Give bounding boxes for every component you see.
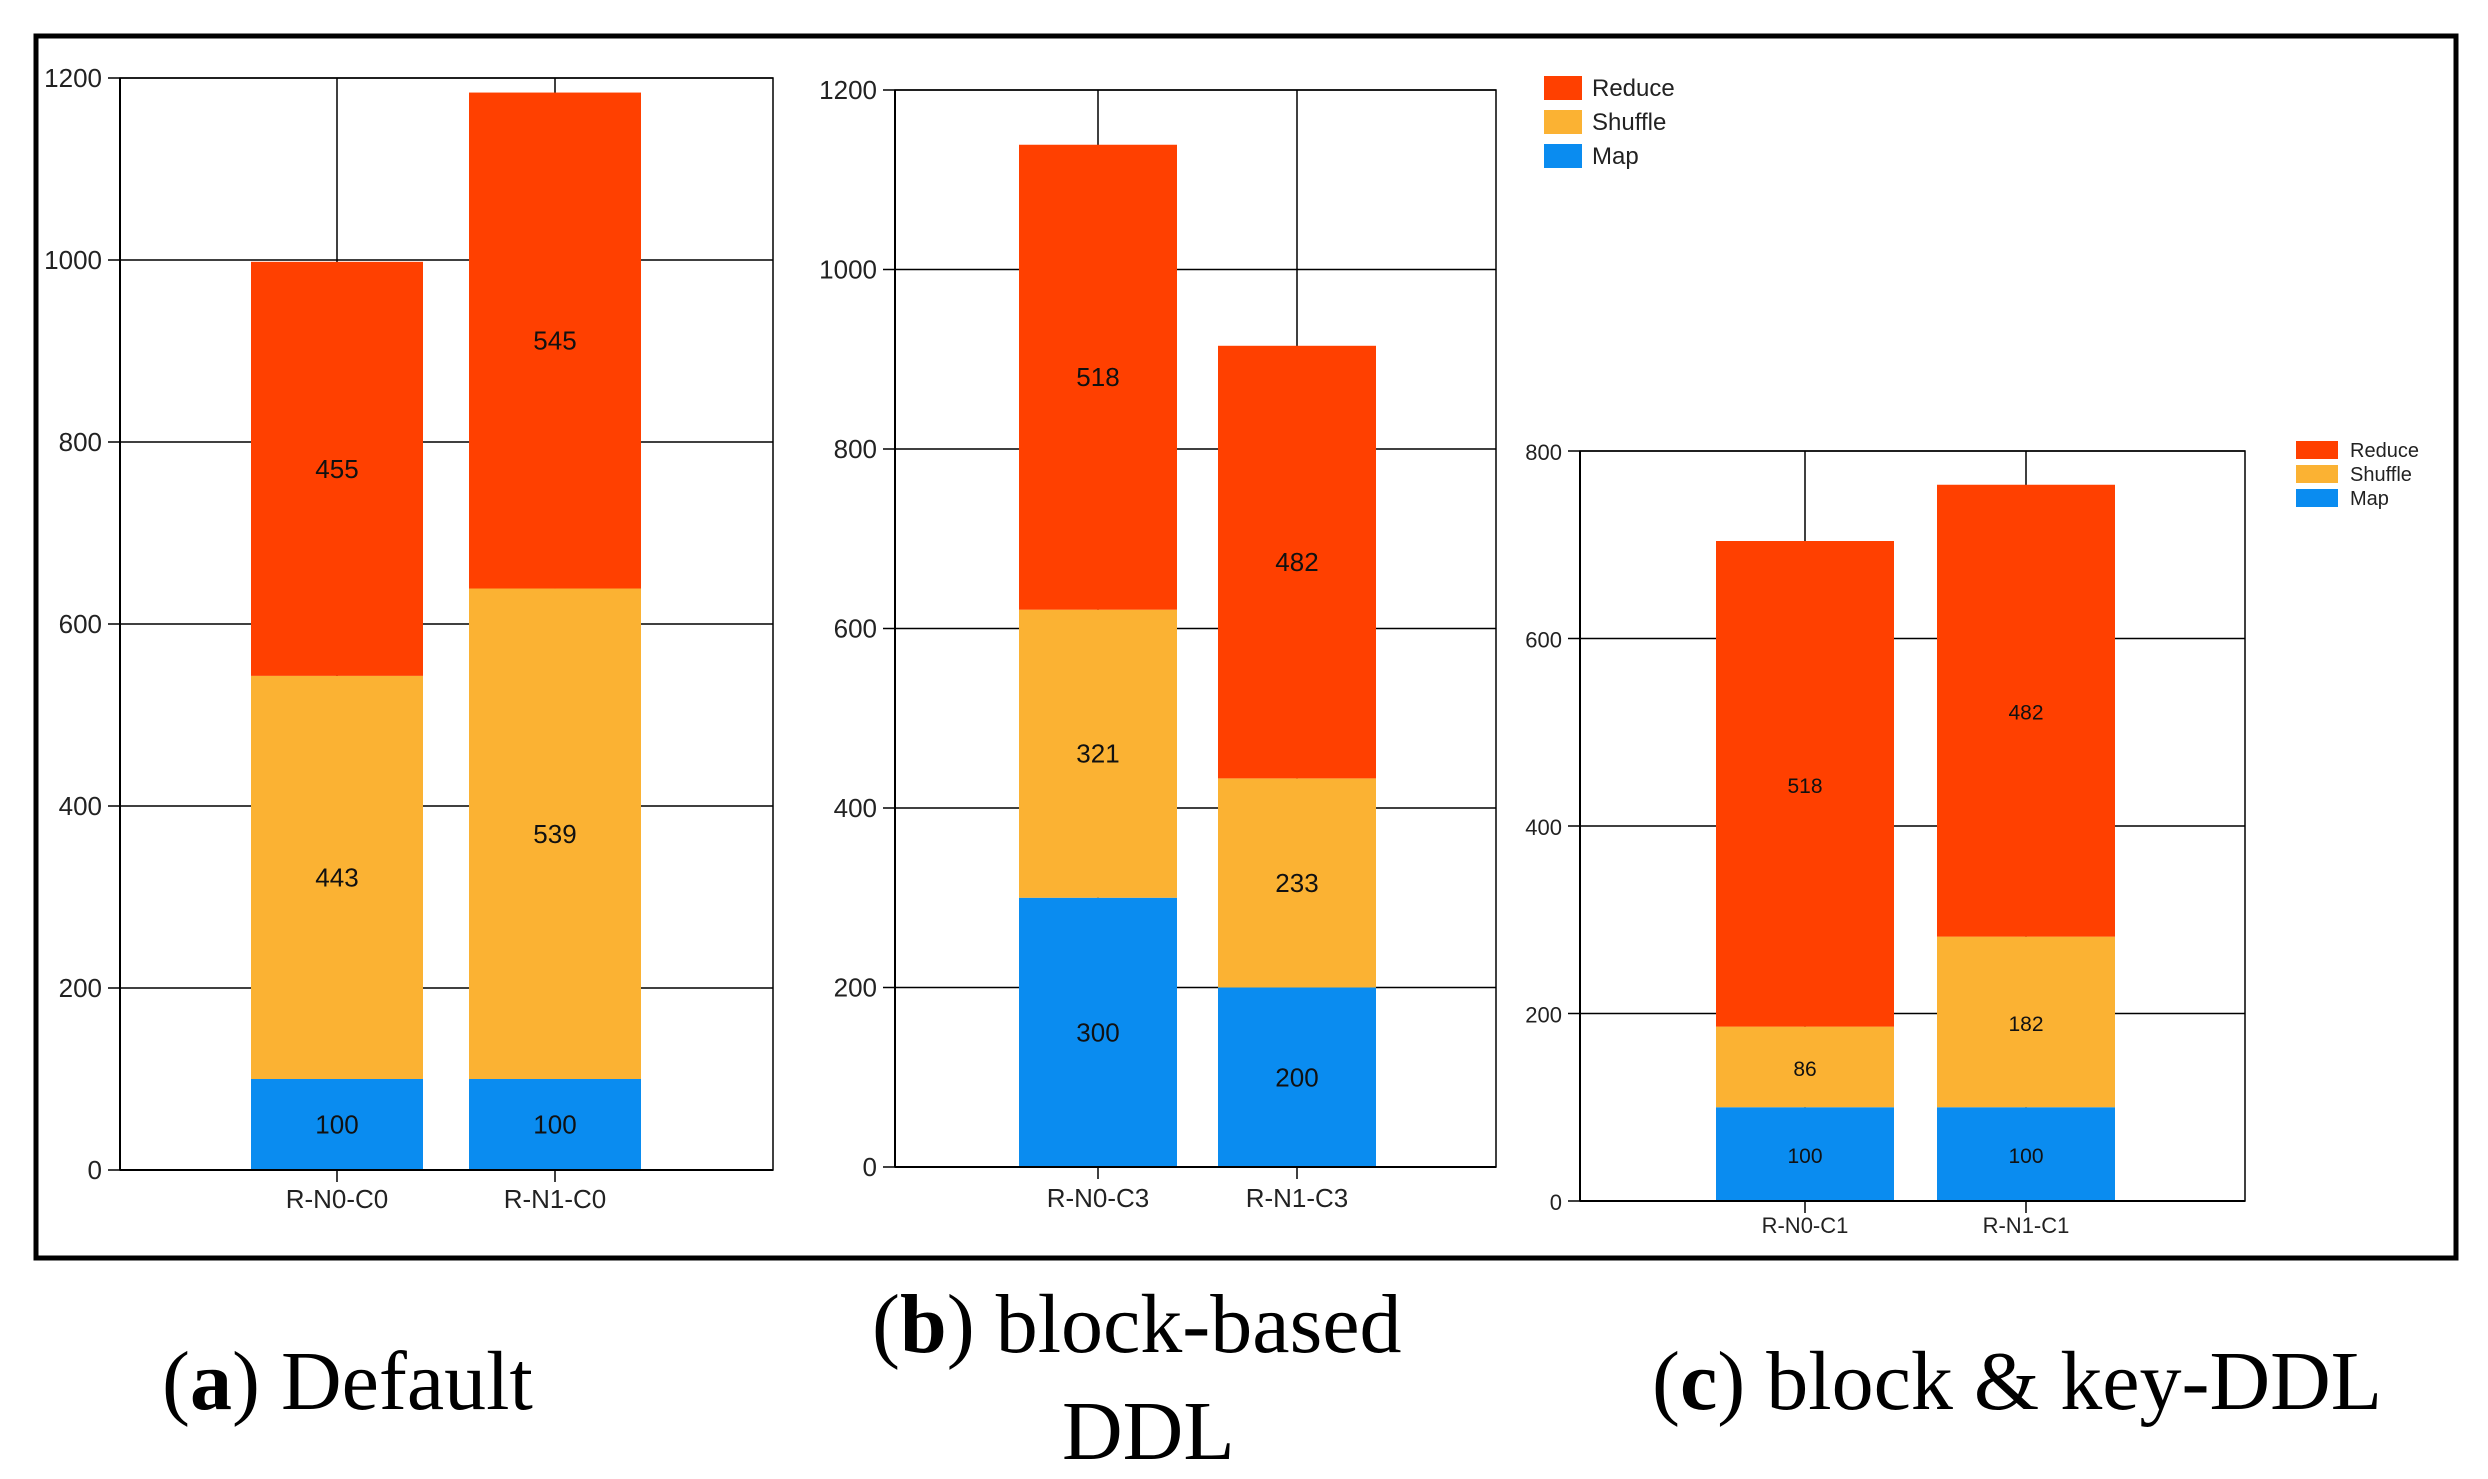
bar-shuffle-r-n0-c0 xyxy=(251,675,423,1079)
bar-map-r-n1-c0 xyxy=(469,1079,641,1170)
data-label: 518 xyxy=(1787,775,1822,798)
data-label: 100 xyxy=(315,1110,358,1140)
data-label: 100 xyxy=(533,1110,576,1140)
y-tick-label: 1200 xyxy=(819,75,877,105)
caption-b-line2: DDL xyxy=(1062,1385,1235,1478)
y-tick-label: 600 xyxy=(59,609,102,639)
y-tick-label: 800 xyxy=(834,434,877,464)
y-tick-label: 200 xyxy=(59,973,102,1003)
caption-a-text: Default xyxy=(280,1335,533,1428)
bar-reduce-r-n1-c0 xyxy=(469,92,641,589)
caption-b-letter: b xyxy=(899,1278,947,1371)
bar-map-r-n0-c0 xyxy=(251,1079,423,1170)
legend-label-shuffle: Shuffle xyxy=(2350,464,2412,486)
y-tick-label: 400 xyxy=(59,791,102,821)
data-label: 518 xyxy=(1076,362,1119,392)
legend-swatch-shuffle xyxy=(2296,465,2338,483)
y-tick-label: 200 xyxy=(834,973,877,1003)
data-label: 100 xyxy=(1787,1145,1822,1168)
bar-shuffle-r-n0-c1 xyxy=(1716,1026,1894,1108)
bar-reduce-r-n1-c1 xyxy=(1937,484,2115,937)
data-label: 455 xyxy=(315,454,358,484)
data-label: 443 xyxy=(315,862,358,892)
x-tick-label: R-N0-C1 xyxy=(1762,1213,1849,1238)
caption-b: (b) block-based xyxy=(872,1278,1402,1371)
bar-reduce-r-n0-c0 xyxy=(251,261,423,676)
legend-label-reduce: Reduce xyxy=(1592,75,1675,102)
legend-swatch-reduce xyxy=(2296,441,2338,459)
data-label: 539 xyxy=(533,819,576,849)
caption-a: (a) Default xyxy=(162,1335,533,1428)
y-tick-label: 1000 xyxy=(44,245,102,275)
x-tick-label: R-N0-C3 xyxy=(1047,1183,1150,1213)
y-tick-label: 400 xyxy=(1525,815,1562,840)
legend-label-map: Map xyxy=(2350,488,2389,510)
caption-c-text: block & key-DDL xyxy=(1766,1335,2383,1428)
bar-reduce-r-n0-c1 xyxy=(1716,541,1894,1027)
caption-a-letter: a xyxy=(189,1335,232,1428)
data-label: 86 xyxy=(1793,1058,1816,1081)
bar-shuffle-r-n1-c0 xyxy=(469,588,641,1079)
x-tick-label: R-N1-C0 xyxy=(504,1184,607,1214)
data-label: 300 xyxy=(1076,1017,1119,1047)
bar-reduce-r-n0-c3 xyxy=(1019,144,1177,610)
bar-map-r-n1-c3 xyxy=(1218,987,1376,1167)
data-label: 182 xyxy=(2008,1013,2043,1036)
y-tick-label: 600 xyxy=(1525,628,1562,653)
bar-shuffle-r-n1-c1 xyxy=(1937,936,2115,1108)
y-tick-label: 200 xyxy=(1525,1003,1562,1028)
y-tick-label: 800 xyxy=(1525,440,1562,465)
caption-b-text: block-based xyxy=(995,1278,1402,1371)
data-label: 482 xyxy=(2008,702,2043,725)
bar-reduce-r-n1-c3 xyxy=(1218,345,1376,779)
chart-panel-a: 0 200 400 600 800 1000 1200 100 443 455 R-N0-C0 100… xyxy=(44,63,774,1214)
bar-map-r-n0-c1 xyxy=(1716,1107,1894,1201)
x-tick-label: R-N1-C3 xyxy=(1246,1183,1349,1213)
data-label: 233 xyxy=(1275,868,1318,898)
caption-c: (c) block & key-DDL xyxy=(1652,1335,2383,1428)
legend-swatch-reduce xyxy=(1544,76,1582,100)
y-tick-label: 1000 xyxy=(819,255,877,285)
chart-panel-c: 0 200 400 600 800 100 86 518 R-N0-C1 100 182 482 R-N… xyxy=(1525,440,2419,1238)
chart-panel-b: 0 200 400 600 800 1000 1200 300 321 518 R-N0-C3 200… xyxy=(819,75,1675,1213)
y-tick-label: 0 xyxy=(863,1152,877,1182)
legend-label-shuffle: Shuffle xyxy=(1592,109,1666,136)
legend-swatch-shuffle xyxy=(1544,110,1582,134)
bar-shuffle-r-n1-c3 xyxy=(1218,778,1376,988)
caption-c-letter: c xyxy=(1679,1335,1718,1428)
data-label: 482 xyxy=(1275,547,1318,577)
legend: Reduce Shuffle Map xyxy=(1544,75,1675,170)
legend-swatch-map xyxy=(1544,144,1582,168)
bar-shuffle-r-n0-c3 xyxy=(1019,609,1177,898)
bar-map-r-n0-c3 xyxy=(1019,897,1177,1167)
legend-label-map: Map xyxy=(1592,143,1639,170)
x-tick-label: R-N1-C1 xyxy=(1983,1213,2070,1238)
legend-swatch-map xyxy=(2296,489,2338,507)
data-label: 100 xyxy=(2008,1145,2043,1168)
data-label: 321 xyxy=(1076,739,1119,769)
legend-label-reduce: Reduce xyxy=(2350,440,2419,462)
y-tick-label: 0 xyxy=(88,1155,102,1185)
y-tick-label: 0 xyxy=(1550,1190,1562,1215)
y-tick-label: 600 xyxy=(834,614,877,644)
data-label: 200 xyxy=(1275,1062,1318,1092)
x-tick-label: R-N0-C0 xyxy=(286,1184,389,1214)
y-tick-label: 1200 xyxy=(44,63,102,93)
y-tick-label: 800 xyxy=(59,427,102,457)
data-label: 545 xyxy=(533,326,576,356)
bar-map-r-n1-c1 xyxy=(1937,1107,2115,1201)
y-tick-label: 400 xyxy=(834,793,877,823)
